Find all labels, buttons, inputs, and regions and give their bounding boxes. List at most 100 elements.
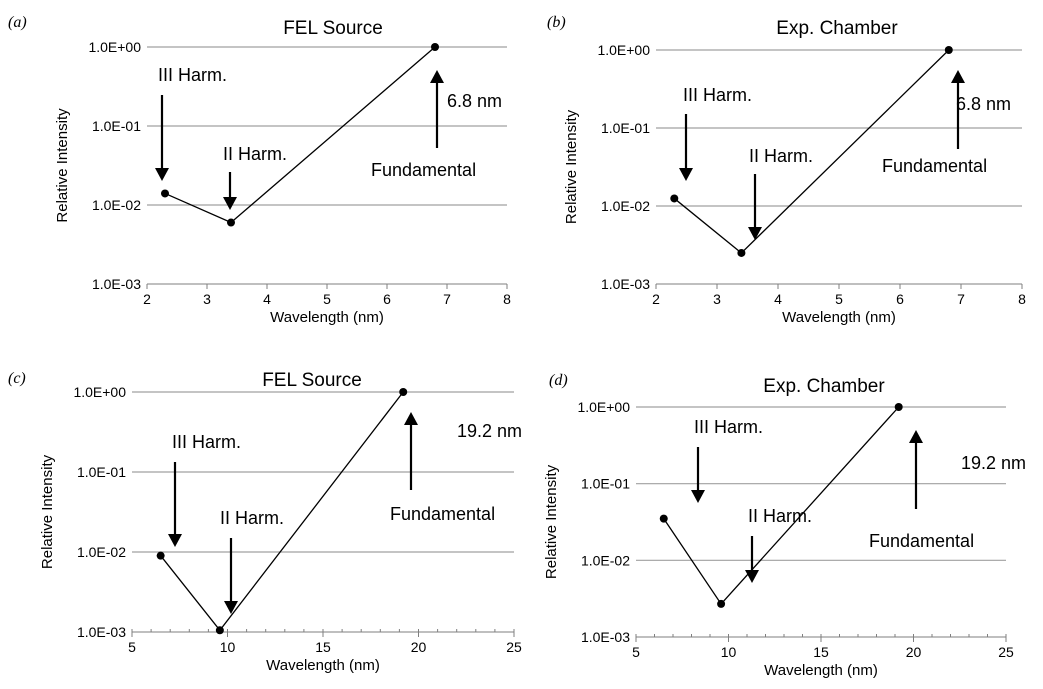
annotation-label: III Harm. [158, 65, 227, 85]
y-tick-label: 1.0E-03 [601, 276, 650, 292]
y-axis-title: Relative Intensity [563, 109, 580, 224]
panel-label: (b) [547, 14, 566, 31]
chart-panel-c: (c) FEL Source 1.0E-03 1.0E-02 1.0E-01 1.0E+0… [8, 370, 522, 674]
annotation-arrow [748, 174, 762, 240]
annotation-label: Fundamental [882, 156, 987, 176]
x-tick-label: 5 [835, 291, 843, 307]
x-tick-label: 10 [721, 644, 737, 660]
data-point [737, 248, 746, 257]
x-tick-label: 4 [263, 291, 271, 307]
annotation-label: Fundamental [371, 160, 476, 180]
x-tick-label: 3 [713, 291, 721, 307]
x-tick-label: 3 [203, 291, 211, 307]
data-point [670, 194, 679, 203]
x-axis-title: Wavelength (nm) [266, 657, 380, 674]
annotation-arrow [951, 70, 965, 149]
chart-title: Exp. Chamber [763, 376, 885, 397]
panel-label: (c) [8, 370, 26, 387]
chart-panel-b: (b) Exp. Chamber 1.0E-03 1.0E-02 1.0E-01 1.0E… [547, 14, 1026, 326]
arrow-head [168, 534, 182, 547]
y-tick-label: 1.0E+00 [597, 42, 650, 58]
data-point [161, 189, 169, 198]
y-tick-label: 1.0E-01 [581, 476, 630, 492]
data-point [894, 403, 903, 411]
chart-panel-a: (a) FEL Source 1.0E-03 1.0E-02 1.0E-01 1.0E+0… [8, 14, 511, 326]
x-tick-label: 4 [774, 291, 782, 307]
annotation-arrow [168, 462, 182, 547]
chart-title: Exp. Chamber [776, 18, 898, 39]
arrow-head [745, 570, 759, 583]
annotation-arrow [404, 412, 418, 490]
annotation-label: 19.2 nm [961, 453, 1026, 473]
y-tick-label: 1.0E-03 [92, 276, 141, 292]
x-tick-label: 5 [323, 291, 331, 307]
y-tick-label: 1.0E+00 [88, 39, 141, 55]
y-tick-label: 1.0E-01 [601, 120, 650, 136]
data-point [431, 43, 439, 51]
arrow-head [679, 168, 693, 181]
x-tick-label: 7 [443, 291, 451, 307]
x-tick-label: 2 [143, 291, 151, 307]
chart-title: FEL Source [283, 18, 383, 39]
x-tick-label: 15 [315, 639, 331, 655]
x-tick-label: 15 [813, 644, 829, 660]
annotation-label: II Harm. [748, 506, 812, 526]
x-tick-label: 20 [411, 639, 427, 655]
x-tick-label: 25 [506, 639, 522, 655]
annotation-label: Fundamental [869, 531, 974, 551]
y-tick-label: 1.0E-02 [77, 544, 126, 560]
x-tick-label: 6 [896, 291, 904, 307]
arrow-head [223, 197, 237, 210]
annotation-arrow [745, 536, 759, 583]
y-tick-label: 1.0E-02 [92, 197, 141, 213]
annotation-arrow [909, 430, 923, 509]
y-tick-label: 1.0E-02 [581, 552, 630, 568]
chart-panel-d: (d) Exp. Chamber 1.0E-03 1.0E-02 1.0E-01 1.0E… [543, 372, 1026, 679]
y-tick-label: 1.0E+00 [73, 384, 126, 400]
annotation-label: II Harm. [220, 508, 284, 528]
arrow-head [951, 70, 965, 83]
chart-title: FEL Source [262, 370, 362, 391]
annotation-label: Fundamental [390, 504, 495, 524]
annotation-arrow [224, 538, 238, 614]
x-tick-label: 25 [998, 644, 1014, 660]
panel-label: (a) [8, 14, 27, 31]
panel-label: (d) [549, 372, 568, 389]
x-tick-label: 5 [128, 639, 136, 655]
arrow-head [909, 430, 923, 443]
arrow-head [404, 412, 418, 425]
data-point [227, 218, 235, 227]
annotation-arrow [223, 172, 237, 210]
x-tick-label: 10 [220, 639, 236, 655]
annotation-arrow [679, 114, 693, 181]
x-tick-label: 20 [906, 644, 922, 660]
annotation-label: III Harm. [172, 432, 241, 452]
annotation-arrow [691, 447, 705, 503]
data-point [399, 388, 408, 396]
x-tick-label: 2 [652, 291, 660, 307]
arrow-head [748, 227, 762, 240]
data-point [717, 599, 726, 608]
y-axis-title: Relative Intensity [54, 108, 71, 223]
x-tick-label: 5 [632, 644, 640, 660]
x-tick-label: 7 [957, 291, 965, 307]
arrow-head [430, 70, 444, 83]
annotation-arrow [155, 95, 169, 181]
x-axis-title: Wavelength (nm) [764, 662, 878, 679]
x-axis-title: Wavelength (nm) [782, 309, 896, 326]
arrow-head [691, 490, 705, 503]
annotation-label: 19.2 nm [457, 421, 522, 441]
annotation-label: 6.8 nm [447, 91, 502, 111]
y-axis-title: Relative Intensity [543, 464, 560, 579]
arrow-head [155, 168, 169, 181]
data-point [215, 626, 224, 635]
annotation-label: III Harm. [683, 85, 752, 105]
data-point [659, 514, 668, 523]
x-tick-label: 6 [383, 291, 391, 307]
annotation-label: II Harm. [223, 144, 287, 164]
x-axis-title: Wavelength (nm) [270, 309, 384, 326]
x-tick-label: 8 [503, 291, 511, 307]
data-point [944, 46, 953, 54]
y-tick-label: 1.0E+00 [577, 399, 630, 415]
